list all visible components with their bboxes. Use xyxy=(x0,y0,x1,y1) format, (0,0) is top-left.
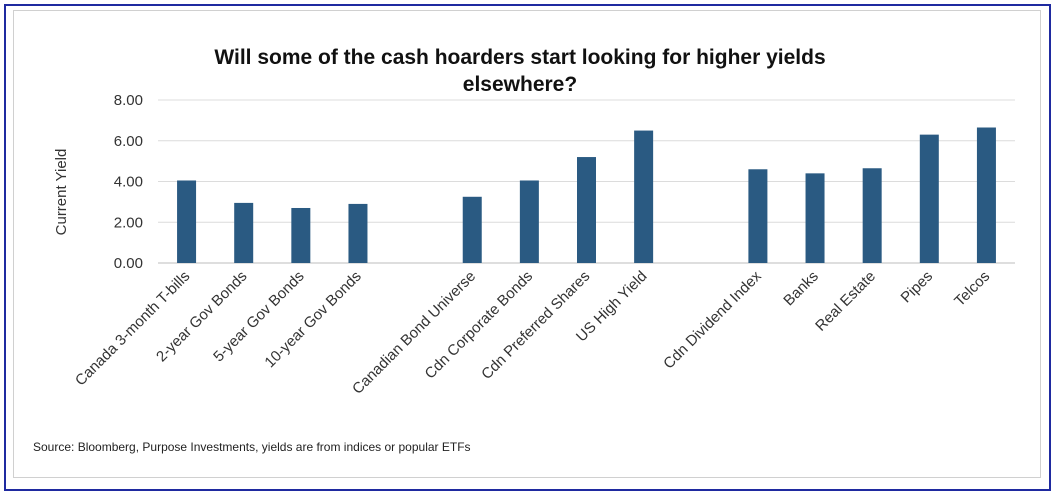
bar xyxy=(462,196,482,263)
chart-title: Will some of the cash hoarders start loo… xyxy=(20,44,1020,98)
x-category-label: Canada 3-month T-bills xyxy=(72,268,193,389)
chart-title-line-1: Will some of the cash hoarders start loo… xyxy=(214,46,826,69)
bar xyxy=(348,203,368,263)
bar xyxy=(748,169,768,263)
bar xyxy=(234,202,254,263)
bar xyxy=(577,157,596,263)
x-category-label: Real Estate xyxy=(812,268,879,335)
x-category-label: Banks xyxy=(780,268,822,310)
x-category-label: Telcos xyxy=(951,268,993,310)
x-category-label: Cdn Corporate Bonds xyxy=(422,268,537,383)
bar xyxy=(634,130,654,263)
y-tick-label: 2.00 xyxy=(114,214,143,231)
chart-panel xyxy=(13,10,1041,478)
bar xyxy=(862,168,882,263)
x-category-label: Cdn Dividend Index xyxy=(660,267,765,372)
bar xyxy=(805,173,825,263)
x-category-label: Pipes xyxy=(898,268,937,307)
chart-title-line-2: elsewhere? xyxy=(462,73,578,96)
bar xyxy=(976,127,996,263)
y-tick-label: 0.00 xyxy=(114,255,143,272)
y-tick-label: 4.00 xyxy=(114,174,143,191)
source-note: Source: Bloomberg, Purpose Investments, … xyxy=(33,440,471,454)
bar xyxy=(291,207,311,263)
bar xyxy=(919,134,939,263)
y-axis-title: Current Yield xyxy=(53,149,70,236)
x-category-label: 10-year Gov Bonds xyxy=(261,268,364,371)
bars xyxy=(177,127,996,263)
y-tick-label: 8.00 xyxy=(114,92,143,109)
y-axis-ticks: 0.00 2.00 4.00 6.00 8.00 xyxy=(114,92,143,272)
x-category-label: Cdn Preferred Shares xyxy=(478,268,593,383)
bar xyxy=(519,180,539,263)
y-tick-label: 6.00 xyxy=(114,133,143,150)
bar xyxy=(177,180,197,263)
